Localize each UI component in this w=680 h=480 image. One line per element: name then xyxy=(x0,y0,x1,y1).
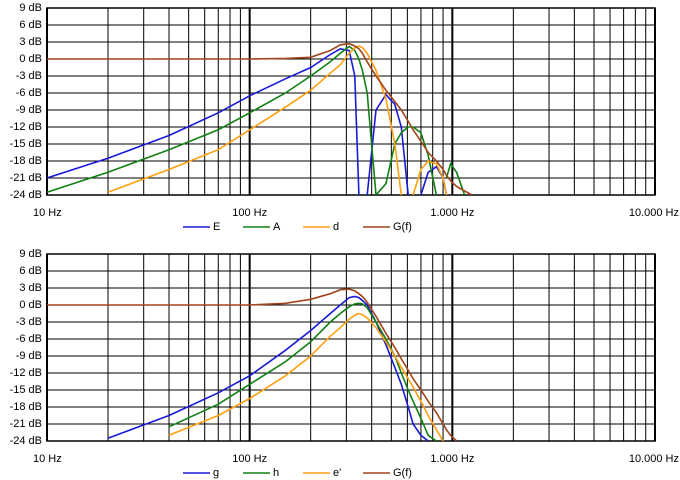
series-line xyxy=(107,295,429,441)
x-tick-label: 10 Hz xyxy=(33,453,62,465)
legend-label: G(f) xyxy=(393,467,412,479)
y-tick-label: -18 dB xyxy=(10,401,42,413)
x-tick-label: 10.000 Hz xyxy=(629,207,679,219)
legend-label: h xyxy=(273,467,279,479)
y-tick-label: -15 dB xyxy=(10,138,42,150)
y-tick-label: 6 dB xyxy=(19,265,42,277)
y-tick-label: -21 dB xyxy=(10,418,42,430)
y-tick-label: 6 dB xyxy=(19,19,42,31)
y-tick-label: -3 dB xyxy=(16,70,42,82)
series-line xyxy=(107,45,448,195)
y-tick-label: -6 dB xyxy=(16,87,42,99)
y-tick-label: -12 dB xyxy=(10,121,42,133)
y-tick-label: -24 dB xyxy=(10,189,42,201)
x-tick-label: 100 Hz xyxy=(232,207,267,219)
plot: 10 Hz 100 Hz 1.000 Hz 10.000 Hz 9 dB 6 dB 3 dB… xyxy=(10,248,679,479)
x-tick-label: 1.000 Hz xyxy=(430,207,474,219)
y-tick-label: 0 dB xyxy=(19,299,42,311)
legend-label: A xyxy=(273,221,281,233)
y-tick-label: -9 dB xyxy=(16,104,42,116)
y-tick-label: -6 dB xyxy=(16,333,42,345)
x-tick-label: 1.000 Hz xyxy=(430,453,474,465)
x-tick-label: 10.000 Hz xyxy=(629,453,679,465)
legend-label: G(f) xyxy=(393,221,412,233)
legend-label: e' xyxy=(333,467,341,479)
legend-label: g xyxy=(213,467,219,479)
series-line xyxy=(168,302,437,441)
series-line xyxy=(47,42,473,195)
y-tick-label: -21 dB xyxy=(10,172,42,184)
legend-label: E xyxy=(213,221,220,233)
y-tick-label: 0 dB xyxy=(19,53,42,65)
y-tick-label: -3 dB xyxy=(16,316,42,328)
x-tick-label: 100 Hz xyxy=(232,453,267,465)
legend-label: d xyxy=(333,221,339,233)
series-line xyxy=(168,312,444,441)
y-tick-label: 9 dB xyxy=(19,2,42,14)
plot-border xyxy=(46,253,656,442)
x-tick-label: 10 Hz xyxy=(33,207,62,219)
y-tick-label: -24 dB xyxy=(10,435,42,447)
series-line xyxy=(47,288,458,441)
y-tick-label: -15 dB xyxy=(10,384,42,396)
series-line xyxy=(47,45,466,195)
y-tick-label: 3 dB xyxy=(19,36,42,48)
y-tick-label: 9 dB xyxy=(19,248,42,260)
plot-border xyxy=(46,7,656,196)
y-tick-label: -12 dB xyxy=(10,367,42,379)
plot: 10 Hz 100 Hz 1.000 Hz 10.000 Hz 9 dB 6 dB 3 dB… xyxy=(10,2,679,233)
y-tick-label: 3 dB xyxy=(19,282,42,294)
y-tick-label: -9 dB xyxy=(16,350,42,362)
y-tick-label: -18 dB xyxy=(10,155,42,167)
